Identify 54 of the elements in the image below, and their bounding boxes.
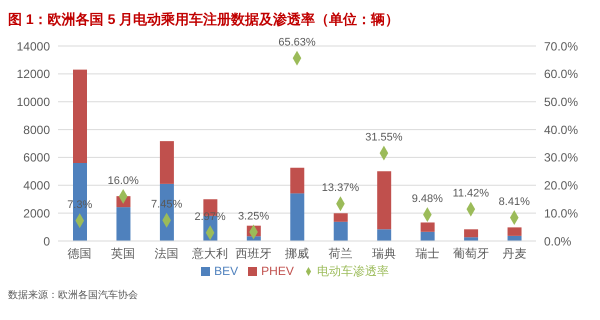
y-tick-label: 4000	[23, 178, 50, 193]
x-tick-label: 瑞士	[415, 246, 440, 261]
x-tick-label: 挪威	[285, 246, 309, 261]
bar	[508, 227, 522, 236]
y2-tick-label: 20.0%	[544, 178, 578, 193]
x-tick-label: 英国	[111, 246, 136, 261]
y-tick-label: 0	[43, 234, 50, 248]
bar	[116, 207, 130, 241]
bar	[160, 141, 174, 184]
x-tick-label: 法国	[154, 246, 179, 261]
bar	[377, 229, 392, 241]
y2-tick-label: 40.0%	[544, 122, 578, 137]
x-tick-label: 葡萄牙	[452, 246, 489, 261]
y2-tick-label: 30.0%	[544, 150, 578, 165]
legend-label: PHEV	[261, 264, 294, 278]
bar	[334, 213, 348, 222]
x-tick-label: 丹麦	[502, 246, 526, 261]
data-label: 13.37%	[322, 182, 360, 194]
data-label: 11.42%	[452, 188, 490, 200]
source-note: 数据来源：欧洲各国汽车协会	[8, 288, 139, 302]
x-tick-label: 西班牙	[236, 246, 272, 261]
bar	[464, 229, 478, 238]
x-tick-label: 意大利	[191, 246, 228, 261]
y2-tick-label: 60.0%	[544, 67, 578, 82]
data-label: 8.41%	[498, 196, 530, 208]
bar	[377, 171, 392, 230]
bar	[420, 232, 435, 241]
bar	[420, 222, 435, 232]
y2-tick-label: 70.0%	[544, 39, 578, 54]
y-tick-label: 14000	[16, 39, 50, 54]
y-tick-label: 12000	[16, 67, 50, 82]
bar	[290, 193, 304, 241]
data-label: 9.48%	[412, 193, 444, 206]
chart-title: 图 1：欧洲各国 5 月电动乘用车注册数据及渗透率（单位：辆）	[8, 10, 400, 29]
data-label: 3.25%	[238, 210, 270, 222]
y-tick-label: 8000	[23, 122, 50, 137]
y-tick-label: 2000	[23, 206, 50, 220]
y-tick-label: 6000	[23, 150, 50, 165]
bar	[73, 70, 87, 163]
x-tick-label: 德国	[68, 246, 92, 261]
bar	[334, 222, 348, 241]
legend-label: 电动车渗透率	[316, 264, 389, 278]
bar	[290, 168, 304, 194]
data-label: 65.63%	[278, 36, 316, 49]
data-label: 31.55%	[365, 132, 403, 144]
y2-tick-label: 0.0%	[544, 234, 572, 248]
legend-label: BEV	[214, 264, 238, 278]
bar	[464, 237, 478, 241]
y-tick-label: 10000	[16, 94, 50, 109]
y2-tick-label: 10.0%	[544, 206, 578, 220]
x-tick-label: 瑞典	[372, 246, 396, 261]
y2-tick-label: 50.0%	[544, 94, 578, 109]
x-tick-label: 荷兰	[328, 246, 352, 261]
data-label: 16.0%	[108, 174, 139, 187]
